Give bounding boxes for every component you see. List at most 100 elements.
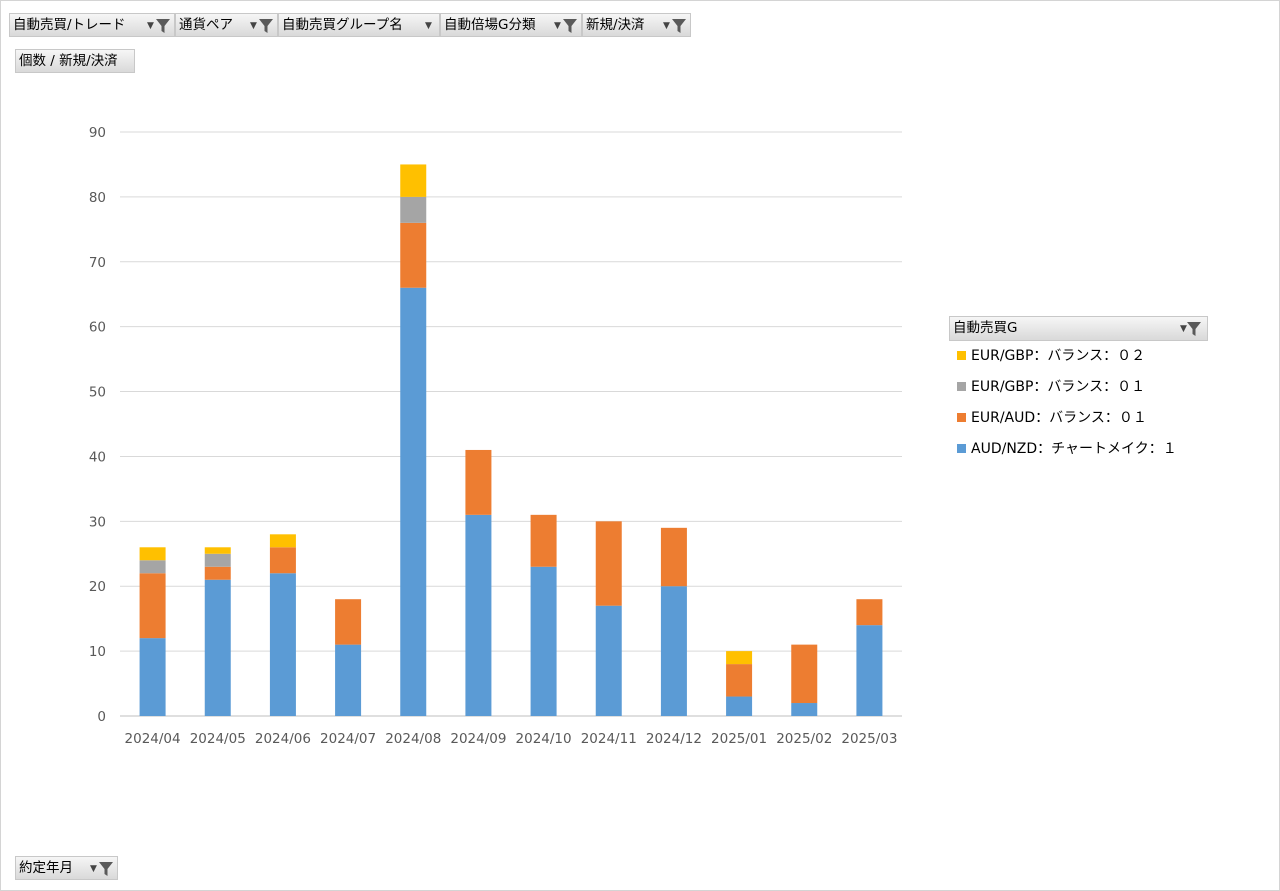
filter-funnel-icon — [563, 19, 577, 33]
filter-label: 新規/決済 — [586, 17, 645, 33]
bar-segment[interactable] — [139, 560, 166, 574]
bar-segment[interactable] — [269, 547, 296, 574]
bar-segment[interactable] — [335, 644, 362, 716]
bar-segment[interactable] — [269, 573, 296, 716]
filter-funnel-icon — [1187, 322, 1201, 336]
y-tick-label: 0 — [97, 709, 106, 725]
x-tick-label: 2024/12 — [646, 731, 702, 747]
filter-button-auto-trade[interactable]: 自動売買/トレード ▼ — [9, 13, 175, 37]
bar-segment[interactable] — [204, 579, 231, 716]
value-field-label: 個数 / 新規/決済 — [19, 53, 118, 69]
legend-entry: AUD/NZD：チャートメイク：１ — [957, 439, 1177, 459]
filter-funnel-icon — [672, 19, 686, 33]
y-tick-label: 60 — [89, 320, 106, 336]
y-tick-label: 90 — [89, 125, 106, 141]
legend-label: EUR/AUD：バランス：０１ — [971, 410, 1147, 426]
legend-swatch — [957, 381, 966, 391]
bar-segment[interactable] — [400, 287, 427, 716]
x-tick-label: 2024/11 — [581, 731, 637, 747]
x-tick-label: 2025/03 — [841, 731, 897, 747]
value-field-button[interactable]: 個数 / 新規/決済 — [15, 49, 135, 73]
filter-label: 自動売買グループ名 — [282, 17, 403, 33]
x-tick-label: 2024/04 — [125, 731, 181, 747]
bar-segment[interactable] — [400, 196, 427, 223]
bar-segment[interactable] — [139, 547, 166, 561]
bar-segment[interactable] — [530, 566, 557, 716]
bar-segment[interactable] — [726, 696, 753, 716]
bar-segment[interactable] — [595, 521, 622, 606]
legend-label: EUR/GBP：バランス：０２ — [971, 348, 1146, 364]
filter-funnel-icon — [99, 862, 113, 876]
bar-segment[interactable] — [530, 514, 557, 567]
filter-label: 自動倍場G分類 — [444, 17, 536, 33]
legend-label: EUR/GBP：バランス：０１ — [971, 379, 1146, 395]
legend-swatch — [957, 443, 966, 453]
bar-segment[interactable] — [660, 527, 687, 587]
bar-segment[interactable] — [856, 599, 883, 626]
bar-segment[interactable] — [595, 605, 622, 716]
legend-swatch — [957, 412, 966, 422]
bar-segment[interactable] — [204, 553, 231, 567]
dropdown-arrow-icon: ▼ — [147, 21, 154, 31]
y-tick-label: 70 — [89, 255, 106, 271]
bar-segment[interactable] — [139, 638, 166, 716]
bar-segment[interactable] — [400, 222, 427, 288]
axis-field-label: 約定年月 — [19, 860, 73, 876]
dropdown-arrow-icon: ▼ — [425, 21, 432, 31]
x-tick-label: 2024/07 — [320, 731, 376, 747]
bar-segment[interactable] — [726, 651, 753, 665]
filter-label: 自動売買/トレード — [13, 17, 126, 33]
y-tick-label: 20 — [89, 579, 106, 595]
filter-button-new-close[interactable]: 新規/決済 ▼ — [582, 13, 691, 37]
legend-label: AUD/NZD：チャートメイク：１ — [971, 441, 1177, 457]
tick-labels: 0 10 20 30 40 50 60 70 80 90 2024/04 2024/05 2024/06… — [89, 125, 898, 747]
y-tick-label: 30 — [89, 514, 106, 530]
bar-segment[interactable] — [791, 703, 818, 716]
x-tick-label: 2025/02 — [776, 731, 832, 747]
filter-funnel-icon — [259, 19, 273, 33]
dropdown-arrow-icon: ▼ — [663, 21, 670, 31]
legend-swatch — [957, 350, 966, 360]
bar-segment[interactable] — [660, 586, 687, 716]
x-tick-label: 2024/08 — [385, 731, 441, 747]
dropdown-arrow-icon: ▼ — [1180, 324, 1187, 334]
bar-segment[interactable] — [791, 644, 818, 704]
legend-entry: EUR/GBP：バランス：０１ — [957, 377, 1145, 397]
x-tick-label: 2025/01 — [711, 731, 767, 747]
legend: 自動売買G ▼ EUR/GBP：バランス：０２ EUR/GBP：バランス：０１ EU… — [949, 316, 1208, 457]
bar-segment[interactable] — [204, 547, 231, 554]
bar-segment[interactable] — [204, 566, 231, 580]
bar-segment[interactable] — [465, 449, 492, 515]
bar-segment[interactable] — [400, 164, 427, 197]
bar-segment[interactable] — [726, 664, 753, 697]
y-tick-label: 50 — [89, 385, 106, 401]
filter-funnel-icon — [156, 19, 170, 33]
filter-button-group-name[interactable]: 自動売買グループ名 ▼ — [278, 13, 440, 37]
filter-button-group-category[interactable]: 自動倍場G分類 ▼ — [440, 13, 582, 37]
dropdown-arrow-icon: ▼ — [250, 21, 257, 31]
x-tick-label: 2024/05 — [190, 731, 246, 747]
y-tick-label: 80 — [89, 190, 106, 206]
bar-segment[interactable] — [139, 573, 166, 639]
x-tick-label: 2024/09 — [450, 731, 506, 747]
gridlines — [120, 131, 902, 717]
filter-label: 通貨ペア — [179, 17, 233, 33]
filter-button-currency-pair[interactable]: 通貨ペア ▼ — [175, 13, 278, 37]
x-tick-label: 2024/10 — [516, 731, 572, 747]
bars — [139, 164, 883, 716]
bar-segment[interactable] — [465, 514, 492, 716]
dropdown-arrow-icon: ▼ — [554, 21, 561, 31]
x-tick-label: 2024/06 — [255, 731, 311, 747]
axis-field-button[interactable]: 約定年月 ▼ — [15, 856, 118, 880]
legend-title: 自動売買G — [953, 320, 1018, 336]
legend-entry: EUR/GBP：バランス：０２ — [957, 346, 1145, 366]
bar-segment[interactable] — [269, 534, 296, 548]
legend-field-button[interactable]: 自動売買G ▼ — [949, 316, 1208, 341]
dropdown-arrow-icon: ▼ — [90, 864, 97, 874]
y-tick-label: 40 — [89, 449, 106, 465]
legend-entry: EUR/AUD：バランス：０１ — [957, 408, 1147, 428]
bar-segment[interactable] — [856, 625, 883, 716]
bar-segment[interactable] — [335, 599, 362, 645]
